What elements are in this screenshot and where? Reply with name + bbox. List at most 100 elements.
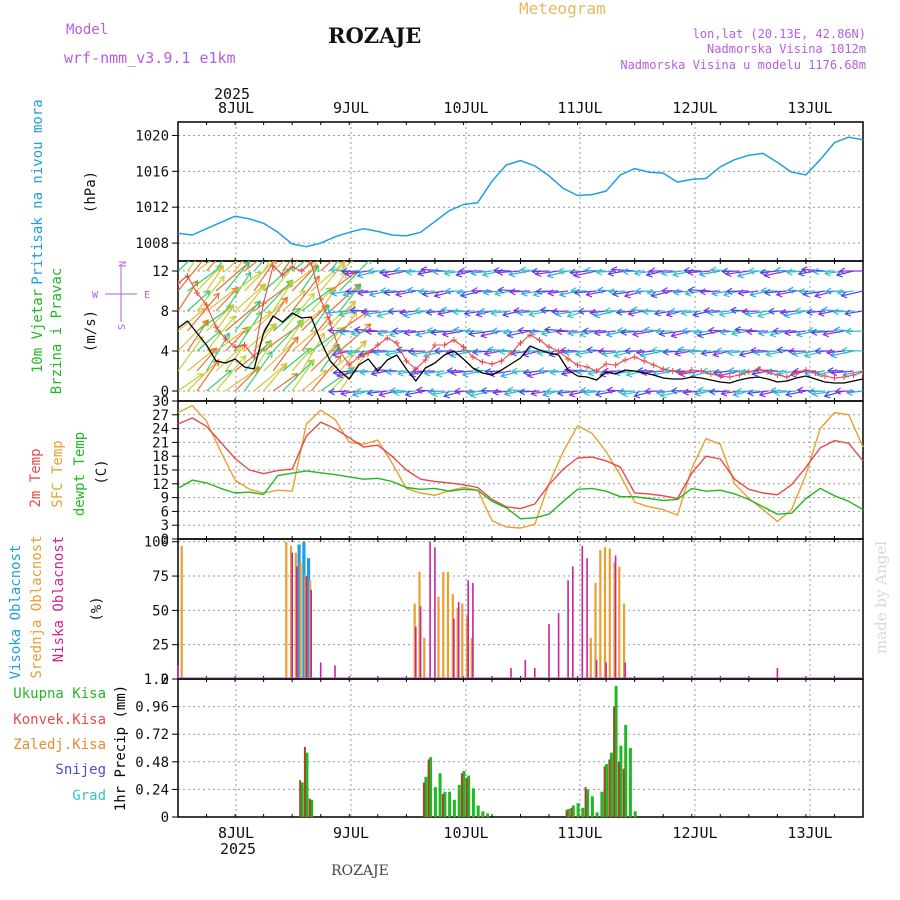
wind-arrow xyxy=(833,310,854,313)
cloud-bar xyxy=(510,668,512,679)
wind-arrowhead xyxy=(331,350,339,358)
year-top: 2025 xyxy=(214,85,250,103)
wind-arrow xyxy=(559,290,578,296)
wind-arrow xyxy=(651,290,673,297)
wind-arrow xyxy=(357,270,378,277)
wind-arrowhead xyxy=(567,329,575,337)
wind-arrowhead xyxy=(692,310,700,318)
y-tick-label: 1008 xyxy=(135,236,169,252)
cloud-bar xyxy=(608,548,611,679)
wind-arrowhead xyxy=(566,311,574,319)
wind-arrowhead xyxy=(506,386,514,394)
wind-arrowhead xyxy=(196,336,204,344)
wind-arrowhead xyxy=(445,348,453,356)
wind-arrow xyxy=(617,329,635,332)
wind-arrowhead xyxy=(329,266,336,274)
y-tick-label: 15 xyxy=(152,463,169,479)
wind-arrowhead xyxy=(431,267,439,276)
wind-arrow xyxy=(367,390,388,394)
wind-arrowhead xyxy=(794,307,801,315)
wind-arrowhead xyxy=(242,326,250,334)
cloud-bar xyxy=(456,607,459,679)
wind-arrow xyxy=(244,261,259,272)
wind-arrow xyxy=(569,390,588,396)
day-label-top: 12JUL xyxy=(672,99,717,117)
wind-arrow xyxy=(564,350,588,354)
wind-arrowhead xyxy=(535,287,543,295)
wind-arrow xyxy=(684,269,702,272)
wind-arrow xyxy=(430,330,454,334)
wind-arrowhead xyxy=(480,387,488,395)
wind-arrow xyxy=(764,290,787,294)
wind-arrow xyxy=(215,261,250,292)
wind-arrow xyxy=(737,270,759,277)
wind-arrow xyxy=(196,261,211,272)
wind-arrow xyxy=(841,349,863,352)
wind-arrowhead xyxy=(506,331,514,339)
precip-bar-total xyxy=(567,809,571,817)
wind-arrowhead xyxy=(342,290,350,298)
precip-bar-total xyxy=(443,791,447,817)
wind-arrow xyxy=(735,328,759,332)
wind-arrowhead xyxy=(630,306,638,314)
wind-arrowhead xyxy=(222,248,228,254)
wind-arrowhead xyxy=(625,370,633,378)
wind-arrow xyxy=(187,293,220,332)
wind-arrowhead xyxy=(368,290,376,298)
wind-arrow xyxy=(807,329,825,332)
wind-arrowhead xyxy=(805,308,813,316)
wind-arrow xyxy=(784,330,806,334)
wind-arrowhead xyxy=(431,390,438,398)
wind-arrowhead xyxy=(835,270,843,278)
wind-arrow xyxy=(594,330,616,334)
wind-arrow xyxy=(594,310,616,317)
wind-arrowhead xyxy=(548,350,556,358)
y-tick-label: 0 xyxy=(161,810,169,826)
precip-legend-item: Grad xyxy=(72,788,106,804)
wind-arrowhead xyxy=(327,286,334,294)
wind-arrow xyxy=(776,290,797,296)
wind-arrowhead xyxy=(601,349,609,358)
cloud-bar xyxy=(524,659,527,679)
wind-arrow xyxy=(215,327,248,352)
wind-arrow xyxy=(282,261,291,272)
wind-arrowhead xyxy=(337,310,346,318)
cloud-bar xyxy=(297,544,301,679)
wind-arrowhead xyxy=(840,291,848,299)
wind-arrow xyxy=(354,328,378,332)
wind-arrow xyxy=(370,349,388,352)
wind-arrow xyxy=(651,349,673,352)
wind-arrowhead xyxy=(785,390,793,398)
wind-arrowhead xyxy=(358,368,366,376)
wind-arrow xyxy=(522,350,540,356)
wind-arrowhead xyxy=(469,391,477,399)
wind-arrow xyxy=(310,261,319,272)
y-tick-label: 0.24 xyxy=(135,782,169,798)
wind-arrow xyxy=(350,309,369,312)
cloud-bar xyxy=(423,637,426,679)
wind-arrowhead xyxy=(287,279,294,287)
wind-arrow xyxy=(597,289,616,292)
wind-arrowhead xyxy=(700,349,708,357)
wind-arrowhead xyxy=(540,329,548,337)
day-label-bottom: 13JUL xyxy=(787,824,832,842)
wind-arrowhead xyxy=(479,331,487,339)
precip-legend-item: Ukupna Kisa xyxy=(13,686,106,702)
wind-arrowhead xyxy=(757,329,765,337)
precip-bar-conv xyxy=(570,807,573,817)
precip-bar-total xyxy=(438,773,442,817)
wind-arrow xyxy=(282,293,315,332)
wind-arrow xyxy=(225,326,249,352)
wind-arrowhead xyxy=(475,310,483,318)
wind-arrowhead xyxy=(746,389,754,397)
wind-arrow xyxy=(804,350,826,357)
wind-arrowhead xyxy=(721,267,728,276)
wind-arrowhead xyxy=(589,308,596,316)
wind-arrow xyxy=(215,344,244,372)
wind-arrow xyxy=(225,367,259,392)
wind-arrowhead xyxy=(254,300,261,308)
wind-arrowhead xyxy=(749,290,757,298)
wind-arrowhead xyxy=(800,266,808,274)
wind-arrowhead xyxy=(575,368,583,376)
wind-arrow xyxy=(225,261,238,272)
